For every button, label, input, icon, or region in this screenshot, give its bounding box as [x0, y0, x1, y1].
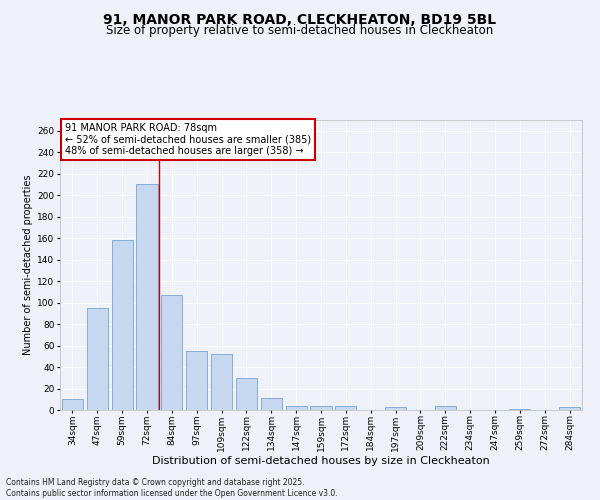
Bar	[62, 400, 83, 410]
Bar	[161, 295, 182, 410]
Bar	[509, 409, 530, 410]
X-axis label: Distribution of semi-detached houses by size in Cleckheaton: Distribution of semi-detached houses by …	[152, 456, 490, 466]
Bar	[136, 184, 158, 410]
Bar	[310, 406, 332, 410]
Text: 91, MANOR PARK ROAD, CLECKHEATON, BD19 5BL: 91, MANOR PARK ROAD, CLECKHEATON, BD19 5…	[103, 12, 497, 26]
Bar	[112, 240, 133, 410]
Bar	[87, 308, 108, 410]
Bar	[236, 378, 257, 410]
Bar	[286, 406, 307, 410]
Bar	[385, 407, 406, 410]
Bar	[559, 407, 580, 410]
Text: Size of property relative to semi-detached houses in Cleckheaton: Size of property relative to semi-detach…	[106, 24, 494, 37]
Y-axis label: Number of semi-detached properties: Number of semi-detached properties	[23, 175, 33, 355]
Bar	[435, 406, 456, 410]
Bar	[186, 351, 207, 410]
Text: Contains HM Land Registry data © Crown copyright and database right 2025.
Contai: Contains HM Land Registry data © Crown c…	[6, 478, 338, 498]
Text: 91 MANOR PARK ROAD: 78sqm
← 52% of semi-detached houses are smaller (385)
48% of: 91 MANOR PARK ROAD: 78sqm ← 52% of semi-…	[65, 123, 311, 156]
Bar	[261, 398, 282, 410]
Bar	[211, 354, 232, 410]
Bar	[335, 406, 356, 410]
